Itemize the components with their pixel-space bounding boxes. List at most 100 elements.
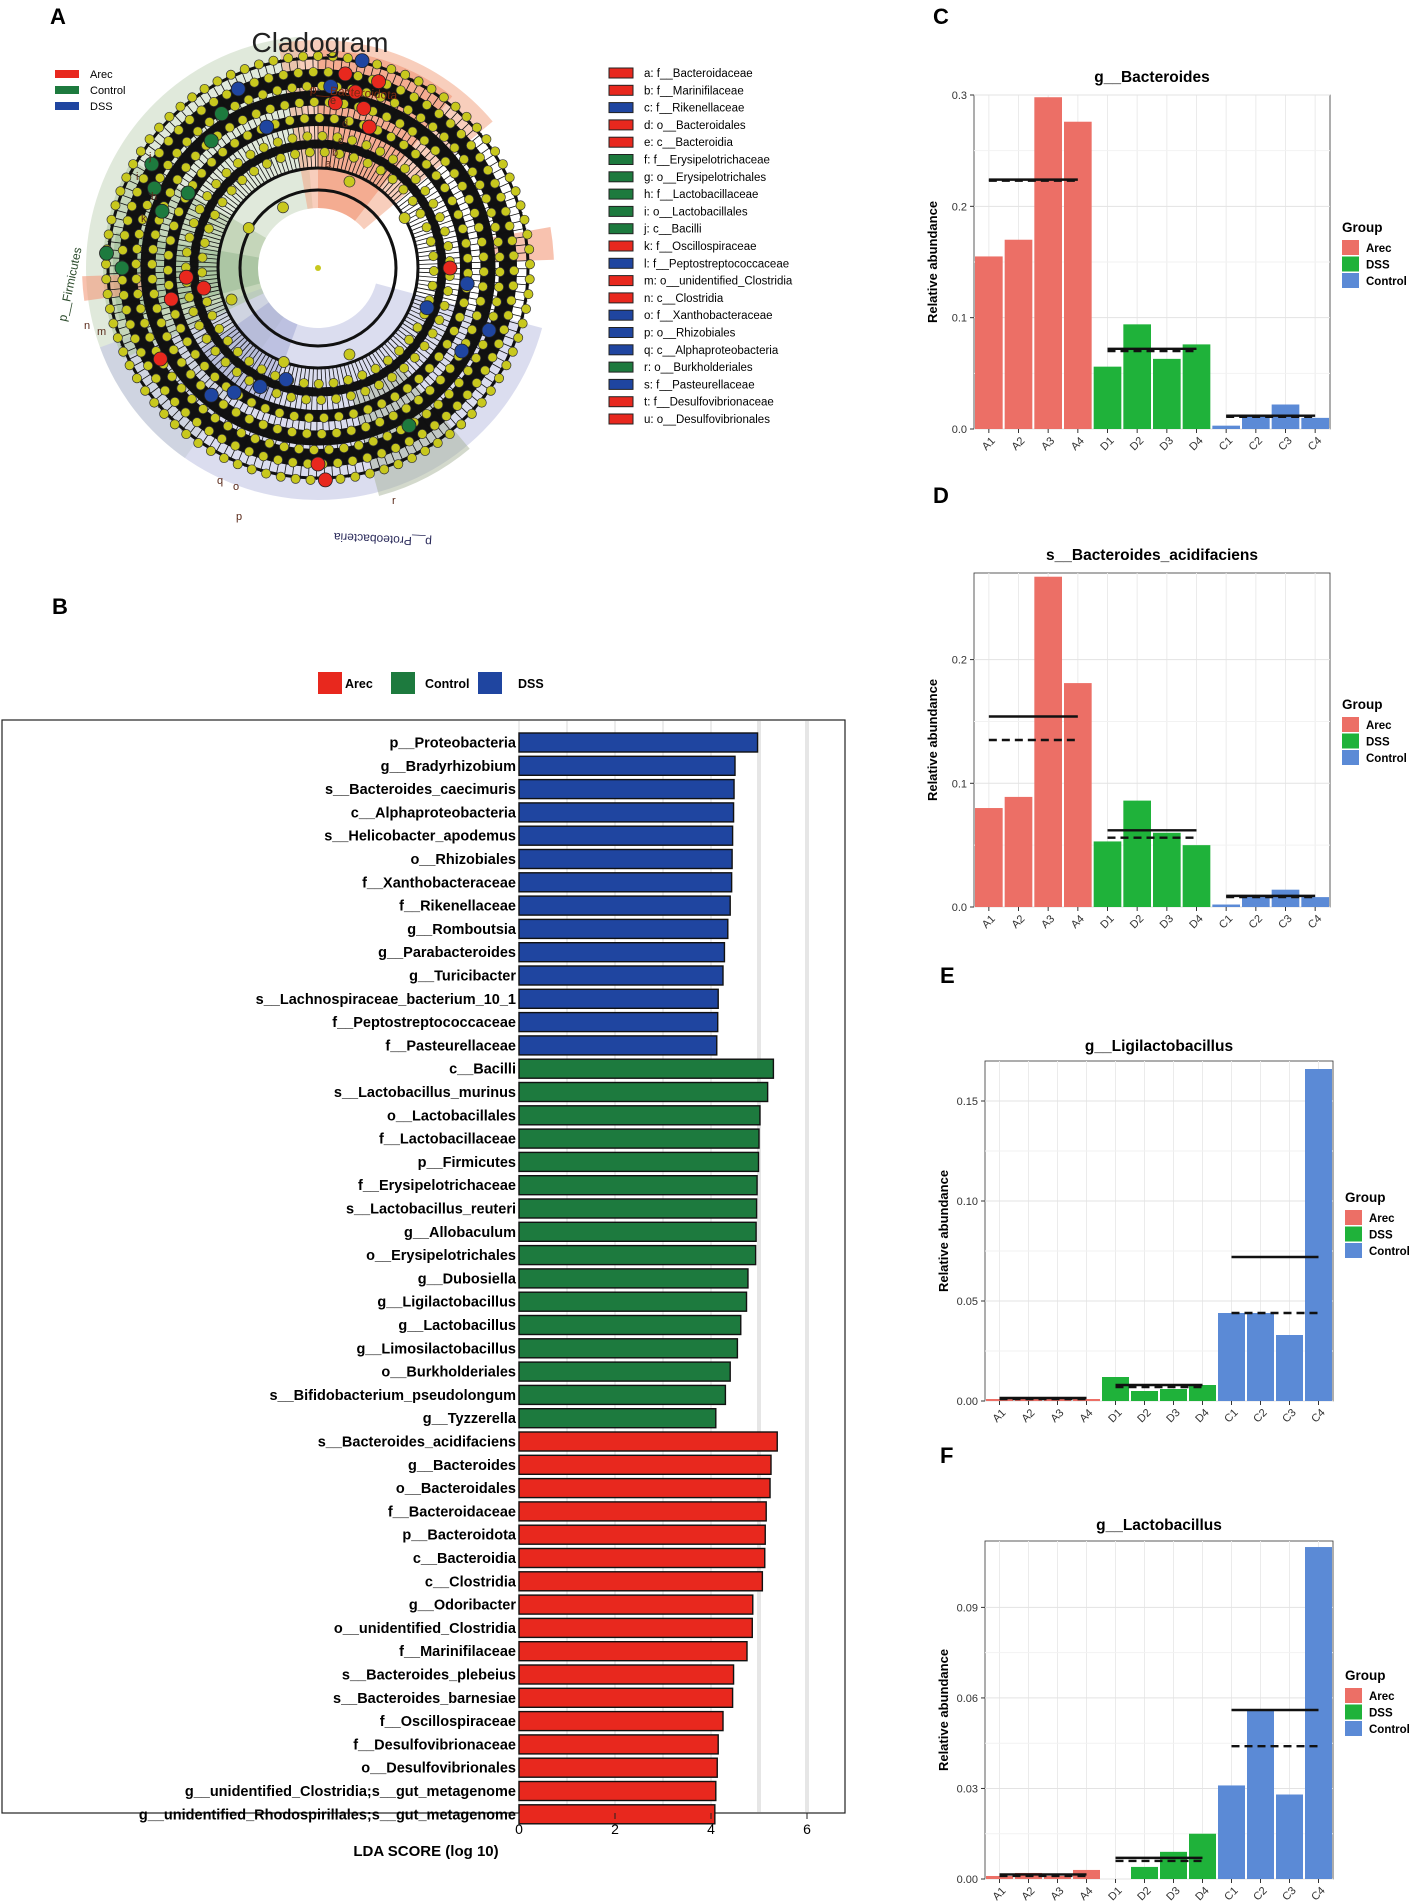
cladogram-node: [246, 397, 257, 408]
cladogram-node: [364, 468, 375, 479]
lda-bar: [518, 1174, 758, 1196]
cladogram-node: [171, 148, 182, 159]
cladogram-node: [184, 114, 195, 125]
legend-label: DSS: [1369, 1230, 1393, 1242]
cladogram-node: [150, 229, 161, 240]
abundance-bar: [1247, 1710, 1274, 1879]
cladogram-node: [497, 159, 508, 170]
lda-bar-label: f__Rikenellaceae: [399, 899, 516, 915]
cladogram-node: [170, 309, 181, 320]
cladogram-node: [441, 411, 452, 422]
abundance-bar: [1064, 683, 1092, 907]
cladogram-node: [190, 151, 201, 161]
cladogram-node: [188, 306, 199, 317]
cladogram-node: [149, 397, 160, 408]
x-tick-label: A4: [1069, 435, 1087, 453]
abundance-bar: [1004, 239, 1033, 429]
cladogram-node: [469, 208, 480, 219]
x-tick-label: C1: [1222, 1885, 1240, 1902]
cladogram-node: [379, 464, 390, 475]
abundance-bar: [1212, 425, 1240, 429]
cladogram-node: [466, 408, 477, 419]
panel-letter-f: F: [940, 1443, 953, 1468]
cladogram-node: [432, 438, 443, 448]
lda-bar: [518, 1268, 749, 1289]
cladogram-node: [410, 174, 421, 185]
lda-bar: [518, 1361, 731, 1382]
cladogram-node: [316, 395, 327, 405]
lda-bar: [518, 1058, 775, 1079]
cladogram-node: [142, 200, 153, 211]
cladogram-branch: [130, 314, 230, 368]
cladogram-branch: [355, 71, 398, 176]
cladogram-node: [507, 346, 518, 357]
lda-bar-label: g__Lactobacillus: [398, 1318, 516, 1334]
cladogram-biomarker-node: [337, 66, 353, 82]
lda-bar: [518, 1547, 766, 1569]
abundance-bar: [1301, 417, 1329, 429]
lda-bar: [518, 1338, 739, 1359]
lda-bar-label: g__Odoribacter: [409, 1598, 517, 1614]
cladogram-node: [196, 105, 207, 116]
cladogram-node: [428, 198, 439, 209]
cladogram-node: [258, 451, 269, 462]
abundance-bar: [1242, 897, 1270, 907]
cladogram-node: [221, 167, 232, 178]
cladogram-branch: [283, 366, 303, 478]
x-tick-label: C4: [1306, 435, 1324, 453]
cladogram-nodes: [99, 51, 535, 488]
cladogram-node: [420, 446, 431, 456]
cladogram-node: [136, 347, 147, 358]
cladogram-key-entry: m: o__unidentified_Clostridia: [644, 276, 793, 288]
y-tick-label: 0.0: [952, 424, 967, 436]
x-tick-label: D2: [1135, 1407, 1153, 1425]
cladogram-node: [261, 468, 272, 479]
x-tick-label: A3: [1039, 913, 1057, 931]
cladogram-node: [226, 185, 237, 196]
cladogram-biomarker-node: [230, 81, 246, 97]
cladogram-node: [245, 149, 256, 160]
cladogram-node: [237, 115, 248, 126]
cladogram-node: [507, 235, 518, 246]
cladogram-key-swatch: [608, 396, 634, 408]
cladogram-node: [331, 428, 342, 438]
cladogram-node: [130, 333, 141, 344]
cladogram-node: [382, 431, 393, 442]
cladogram-node: [205, 446, 216, 456]
cladogram-clade-letter: i: [136, 171, 138, 183]
cladogram-node: [287, 82, 297, 93]
cladogram-node: [368, 436, 379, 447]
x-tick-label: C3: [1276, 913, 1294, 931]
cladogram-node: [154, 148, 165, 158]
cladogram-node: [222, 335, 233, 346]
legend-swatch: [1342, 733, 1359, 749]
lda-bar: [518, 1128, 760, 1149]
cladogram-node: [478, 339, 488, 350]
cladogram-node: [333, 411, 344, 422]
cladogram-node: [214, 323, 225, 334]
cladogram-node: [275, 471, 286, 482]
cladogram-key: a: f__Bacteroidaceae b: f__Marinifilaceae…: [608, 67, 793, 426]
cladogram-key-swatch: [608, 327, 634, 338]
cladogram-biomarker-node: [327, 95, 343, 111]
cladogram-node: [222, 421, 233, 432]
cladogram-key-entry: k: f__Oscillospiraceae: [644, 241, 757, 253]
cladogram-node: [194, 204, 205, 215]
cladogram-node: [101, 259, 111, 270]
cladogram-node: [209, 371, 220, 382]
cladogram-node: [421, 100, 432, 110]
cladogram-node: [313, 379, 324, 389]
cladogram-node: [439, 226, 450, 237]
cladogram-branch: [401, 152, 497, 215]
cladogram-branch: [112, 293, 222, 323]
cladogram-node: [395, 85, 406, 96]
cladogram-node: [131, 274, 142, 284]
cladogram-node: [457, 181, 468, 192]
cladogram-node: [343, 348, 356, 361]
abundance-bar: [1242, 415, 1270, 429]
lda-bar-label: g__Turicibacter: [409, 969, 516, 985]
y-tick-label: 0.00: [957, 1874, 978, 1886]
cladogram-node: [175, 101, 186, 112]
cladogram-clade-letter: p: [236, 511, 242, 523]
cladogram-node: [447, 195, 458, 206]
